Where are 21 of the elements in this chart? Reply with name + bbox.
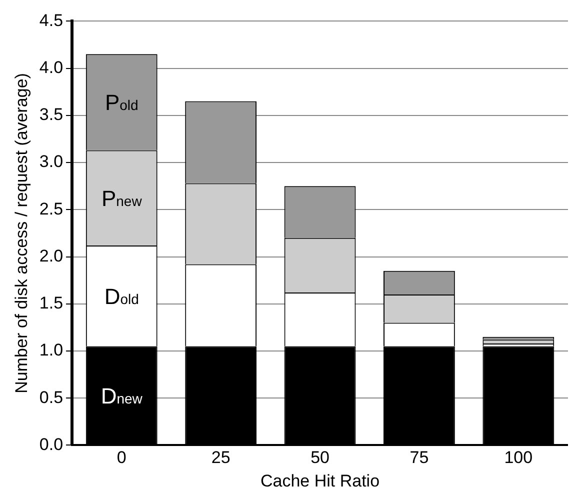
series-label: Pnew [101,186,143,211]
y-tick-label: 3.0 [39,152,64,172]
series-label: Dnew [100,383,144,408]
x-tick-label: 100 [504,448,533,468]
y-tick-label: 0.5 [39,388,64,407]
y-tick-label: 4.0 [39,58,64,77]
x-axis-title: Cache Hit Ratio [260,471,380,490]
x-tick-label: 75 [410,448,429,468]
y-tick-label: 3.5 [39,105,64,124]
y-tick-label: 0.0 [39,434,64,454]
y-tick-label: 4.5 [39,10,64,30]
y-tick-label: 2.0 [39,246,64,266]
x-tick-label: 50 [310,448,330,468]
y-tick-label: 1.0 [39,340,64,360]
series-label: Dold [104,284,139,309]
x-tick-label: 0 [116,448,126,468]
y-tick-label: 1.5 [39,294,64,313]
x-tick-label: 25 [211,448,230,468]
y-axis-title: Number of disk access / request (average) [12,73,31,394]
series-label: Pold [104,90,138,116]
y-tick-label: 2.5 [39,199,64,218]
